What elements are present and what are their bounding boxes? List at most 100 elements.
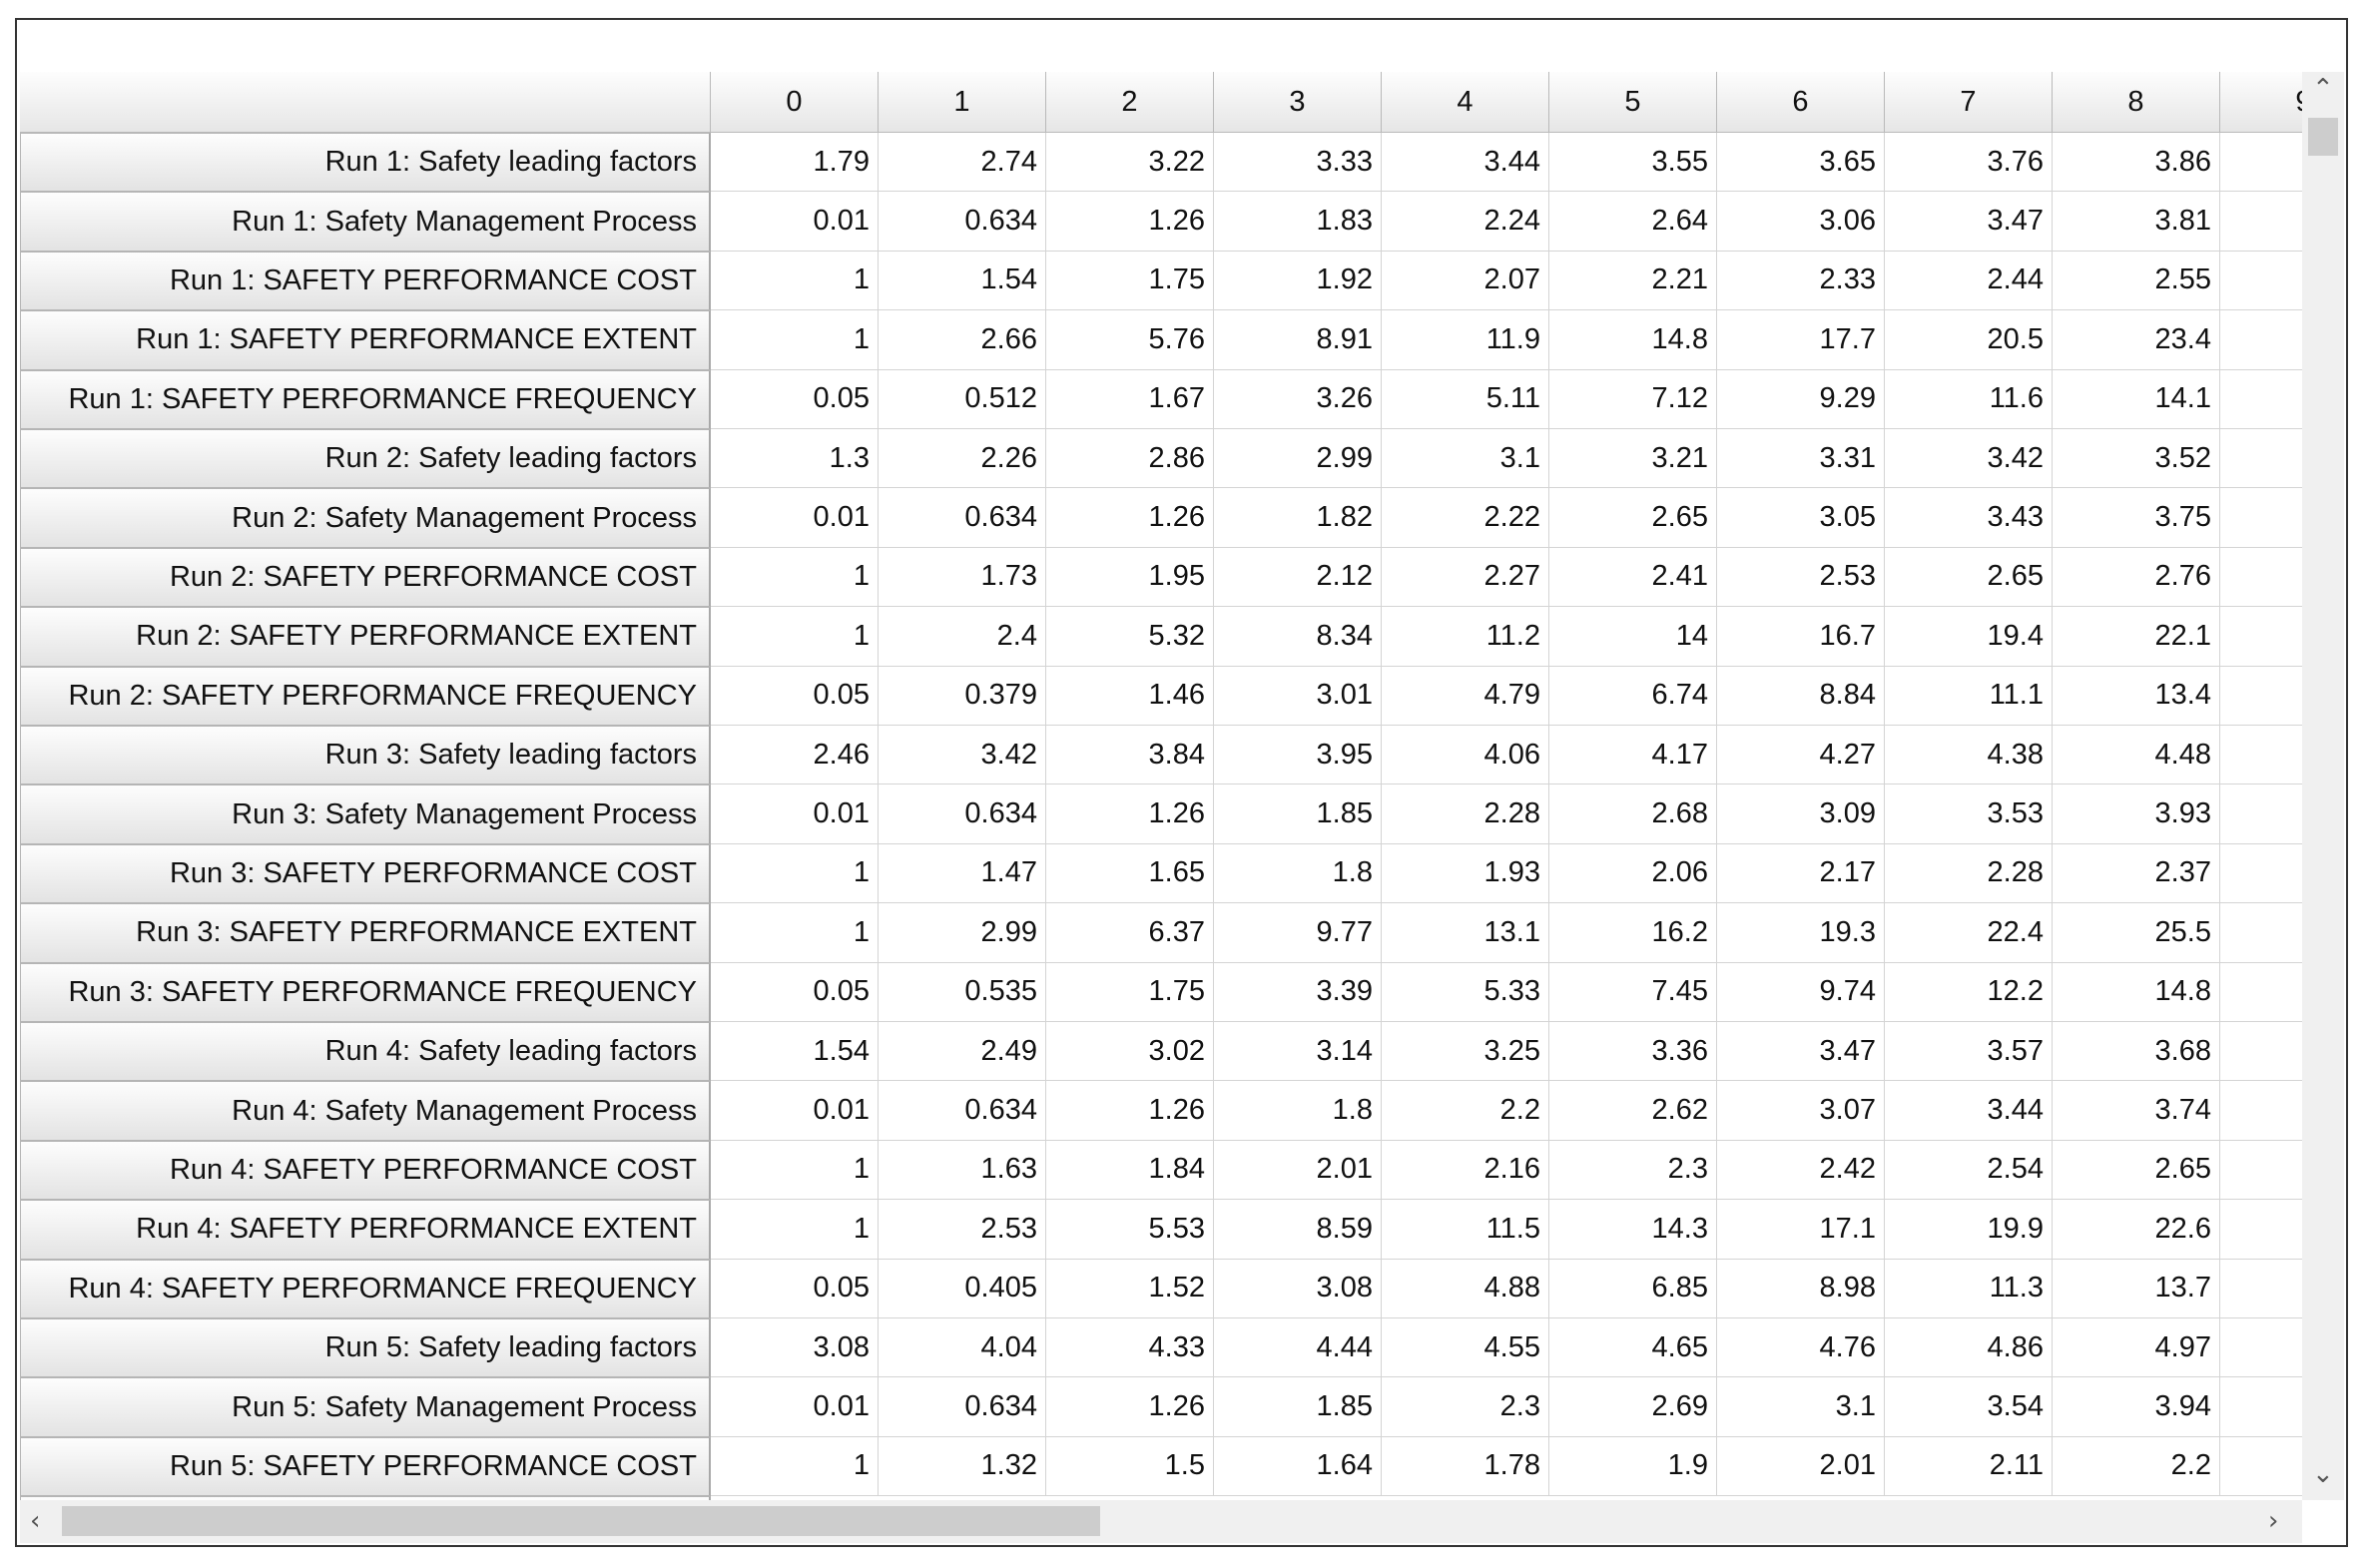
data-cell: 2.74 [879,133,1046,193]
data-cell [2220,1141,2302,1201]
row-header: Run 4: SAFETY PERFORMANCE COST [20,1140,711,1201]
data-cell: 2.12 [1214,547,1382,608]
data-cell [2220,429,2302,489]
data-cell: 2.65 [1885,547,2053,608]
data-cell [2220,1318,2302,1378]
scroll-right[interactable]: › [2268,1506,2279,1536]
row-header: Run 1: Safety leading factors [20,133,711,193]
data-cell [2220,370,2302,429]
data-cell: 1 [711,843,879,904]
data-cell: 3.74 [2053,1081,2220,1141]
data-cell: 2.64 [1549,192,1717,252]
data-cell: 11.1 [1885,666,2053,726]
data-cell: 2.2 [2053,1436,2220,1497]
data-cell [2220,1081,2302,1141]
scroll-down[interactable]: ⌄ [2312,1459,2334,1489]
data-cell: 4.65 [1549,1318,1717,1378]
data-cell: 3.39 [1214,962,1382,1022]
data-cell: 14.3 [1549,1200,1717,1260]
data-cell: 2.46 [711,726,879,785]
column-header: 2 [1046,72,1214,133]
data-cell [2220,1260,2302,1318]
data-cell: 2.3 [1382,1377,1549,1437]
data-cell: 1.9 [1549,1436,1717,1497]
horizontal-thumb[interactable] [62,1506,1100,1536]
data-cell: 1.84 [1046,1140,1214,1201]
data-cell: 4.79 [1382,666,1549,726]
data-cell: 3.07 [1717,1081,1885,1141]
row-header: Run 3: SAFETY PERFORMANCE COST [20,843,711,904]
data-cell: 2.65 [2053,1140,2220,1201]
data-cell: 2.24 [1382,192,1549,252]
data-cell: 1.75 [1046,251,1214,311]
data-cell: 2.3 [1549,1140,1717,1201]
data-cell: 4.17 [1549,726,1717,785]
data-cell: 1.26 [1046,1081,1214,1141]
data-cell: 1.85 [1214,1377,1382,1437]
column-header: 3 [1214,72,1382,133]
scroll-left[interactable]: ‹ [30,1506,41,1536]
data-cell: 2.54 [1885,1140,2053,1201]
data-cell: 11.5 [1382,1200,1549,1260]
data-cell: 3.54 [1885,1377,2053,1437]
data-cell: 3.36 [1549,1022,1717,1082]
row-header: Run 3: Safety leading factors [20,726,711,785]
data-cell [2220,548,2302,608]
data-cell: 1.54 [879,251,1046,311]
data-cell: 1 [711,310,879,370]
data-cell: 9.74 [1717,962,1885,1022]
horizontal-scrollbar[interactable]: ‹ › [20,1500,2302,1543]
data-cell: 14.1 [2053,369,2220,429]
data-cell: 3.08 [711,1318,879,1378]
row-header: Run 2: Safety Management Process [20,488,711,548]
data-cell: 0.01 [711,1081,879,1141]
data-cell: 3.55 [1549,133,1717,193]
data-cell: 19.9 [1885,1200,2053,1260]
scroll-up[interactable]: ⌃ [2312,74,2334,104]
data-cell: 16.7 [1717,607,1885,667]
data-cell: 3.31 [1717,429,1885,489]
column-header: 6 [1717,72,1885,133]
data-cell: 1.73 [879,547,1046,608]
data-cell: 4.97 [2053,1318,2220,1378]
vertical-thumb[interactable] [2308,118,2338,156]
data-cell: 22.1 [2053,607,2220,667]
data-cell: 13.7 [2053,1259,2220,1318]
row-header [20,1496,711,1500]
data-cell [2220,607,2302,667]
data-cell: 1 [711,251,879,311]
data-cell: 0.01 [711,488,879,548]
data-cell: 2.53 [1717,547,1885,608]
data-cell: 2.53 [879,1200,1046,1260]
data-cell: 19.3 [1717,903,1885,963]
row-header: Run 1: SAFETY PERFORMANCE EXTENT [20,310,711,370]
corner-header [20,72,711,133]
data-cell: 1.63 [879,1140,1046,1201]
data-cell: 4.48 [2053,726,2220,785]
data-cell: 8.59 [1214,1200,1382,1260]
data-cell: 6.85 [1549,1259,1717,1318]
row-header: Run 1: Safety Management Process [20,192,711,252]
data-cell: 1 [711,547,879,608]
data-cell: 2.06 [1549,843,1717,904]
vertical-scrollbar[interactable]: ⌃ ⌄ [2302,72,2344,1500]
row-header: Run 5: SAFETY PERFORMANCE COST [20,1436,711,1497]
data-cell: 6.74 [1549,666,1717,726]
data-cell: 3.14 [1214,1022,1382,1082]
row-header: Run 4: SAFETY PERFORMANCE EXTENT [20,1200,711,1260]
data-cell: 5.76 [1046,310,1214,370]
data-cell: 1.92 [1214,251,1382,311]
data-cell [2220,252,2302,311]
data-cell: 6.37 [1046,903,1214,963]
data-cell: 2.99 [1214,429,1382,489]
row-header: Run 2: SAFETY PERFORMANCE FREQUENCY [20,666,711,726]
data-cell: 1.78 [1382,1436,1549,1497]
data-cell: 3.26 [1214,369,1382,429]
data-cell: 2.01 [1717,1436,1885,1497]
data-cell: 1.5 [1046,1436,1214,1497]
data-cell: 0.05 [711,369,879,429]
data-cell: 8.34 [1214,607,1382,667]
data-cell: 3.1 [1382,429,1549,489]
column-header: 9 [2220,72,2302,133]
